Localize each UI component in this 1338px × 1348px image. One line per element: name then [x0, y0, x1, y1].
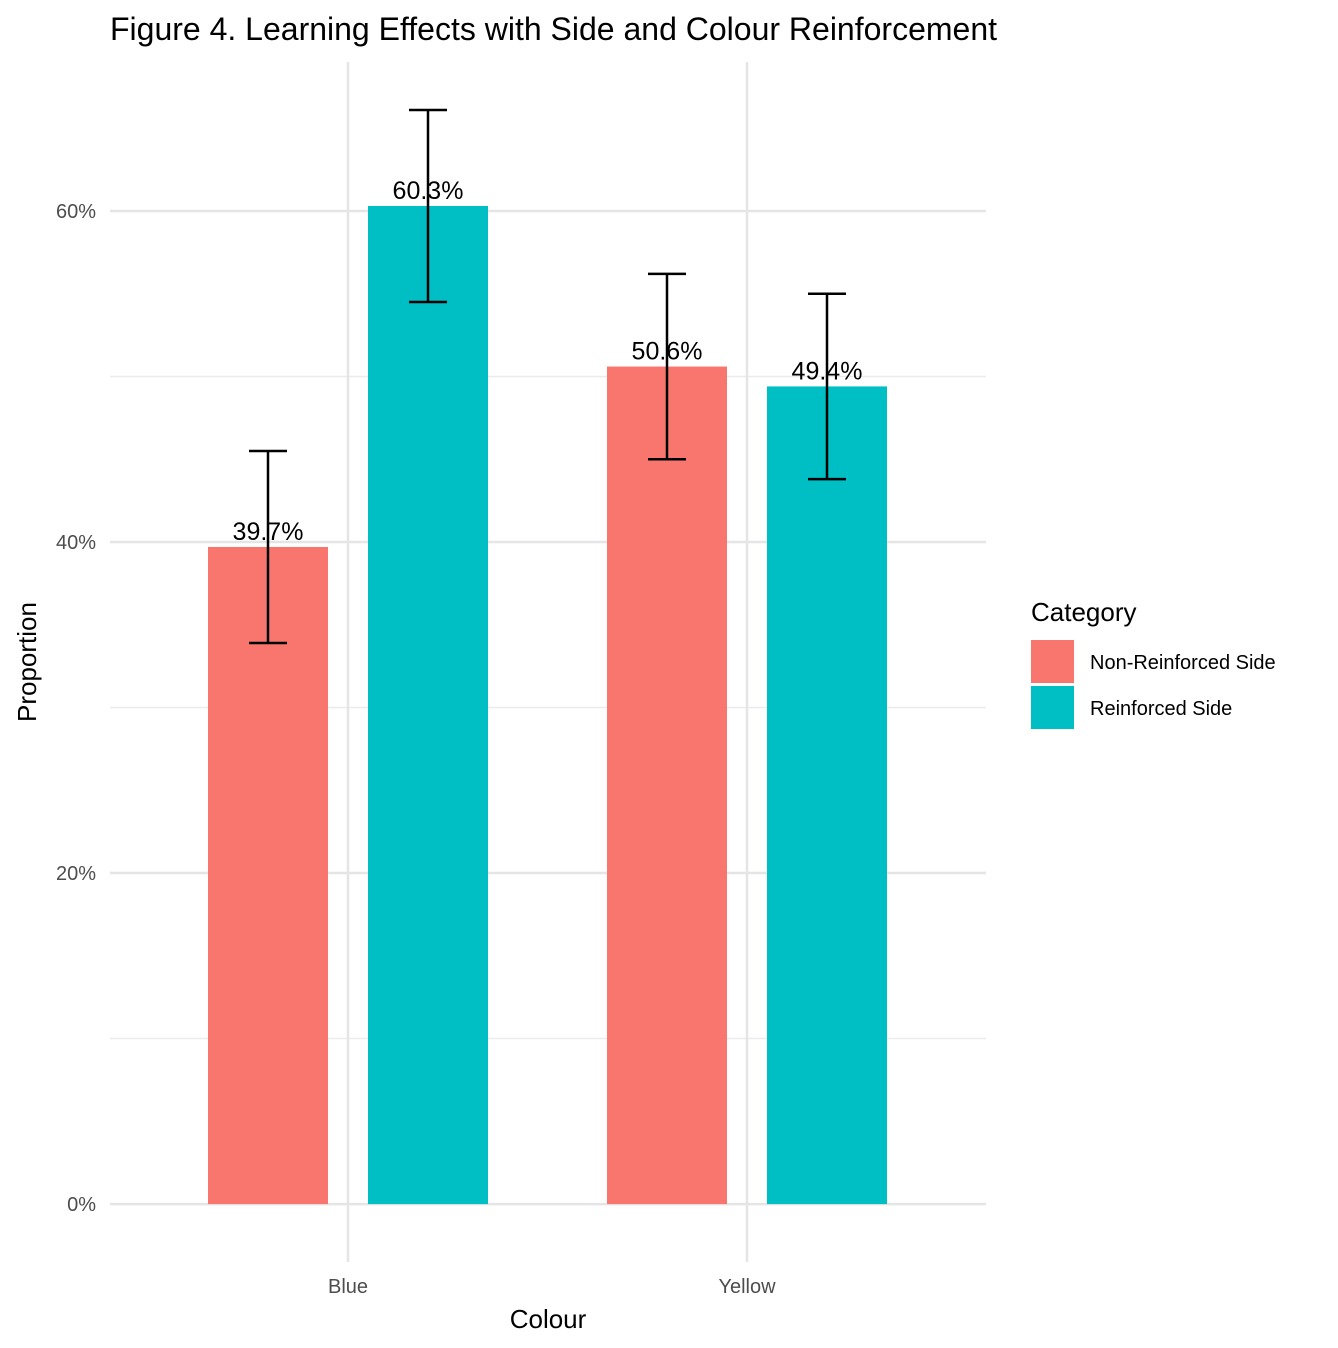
y-tick-label: 60% — [56, 201, 96, 223]
y-tick-label: 40% — [56, 532, 96, 554]
x-tick-label: Yellow — [718, 1276, 776, 1298]
legend: Category Non-Reinforced Side Reinforced S… — [1031, 597, 1276, 729]
legend-key — [1031, 640, 1074, 683]
data-label: 50.6% — [632, 338, 703, 366]
legend-label: Non-Reinforced Side — [1090, 652, 1276, 674]
legend-key — [1031, 686, 1074, 729]
data-label: 39.7% — [233, 518, 304, 546]
chart-title: Figure 4. Learning Effects with Side and… — [110, 11, 997, 47]
data-label-layer: 39.7% 50.6% 60.3% 49.4% — [233, 177, 863, 546]
legend-label: Reinforced Side — [1090, 698, 1232, 720]
errorbar-layer — [249, 108, 846, 645]
y-axis-title: Proportion — [12, 602, 42, 722]
legend-items: Non-Reinforced Side Reinforced Side — [1031, 640, 1276, 729]
axis-layer: 0% 20% 40% 60% Blue Yellow — [56, 201, 776, 1298]
y-tick-label: 0% — [67, 1194, 96, 1216]
bar — [767, 386, 887, 1205]
bar — [607, 366, 727, 1205]
legend-title: Category — [1031, 597, 1137, 627]
data-label: 49.4% — [792, 357, 863, 385]
bar — [208, 546, 328, 1205]
data-label: 60.3% — [393, 177, 464, 205]
bar-layer — [208, 206, 887, 1205]
y-tick-label: 20% — [56, 863, 96, 885]
x-axis-title: Colour — [510, 1304, 587, 1334]
bar — [368, 206, 488, 1205]
x-tick-label: Blue — [328, 1276, 368, 1298]
